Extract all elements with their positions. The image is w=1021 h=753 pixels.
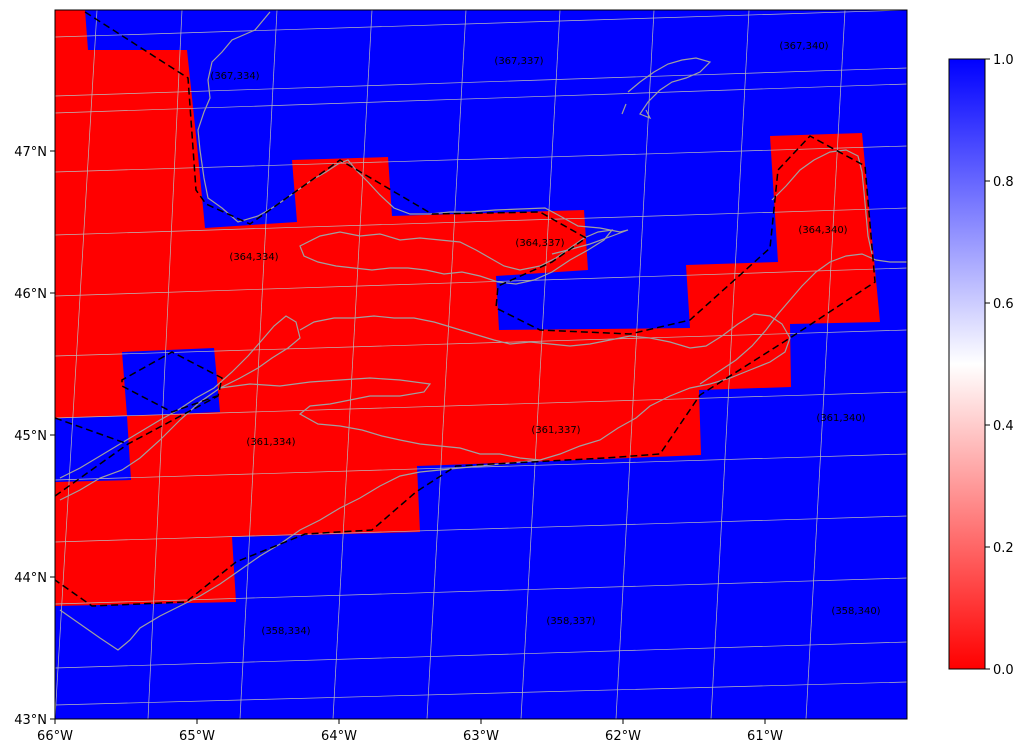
- y-tick-label: 47°N: [14, 145, 47, 160]
- tile-label-358-334: (358,334): [261, 626, 310, 637]
- colorbar-tick-label: 1.0: [993, 53, 1014, 68]
- x-tick-label: 61°W: [747, 729, 783, 744]
- y-tick-label: 43°N: [14, 713, 47, 728]
- tile-label-364-340: (364,340): [798, 225, 847, 236]
- coastline-nova-scotia-north: [219, 313, 791, 461]
- colorbar: 0.0 0.2 0.4 0.6 0.8 1.0: [948, 53, 1014, 678]
- colorbar-tick-label: 0.4: [993, 419, 1014, 434]
- x-tick-label: 63°W: [463, 729, 499, 744]
- tile-label-364-334: (364,334): [229, 252, 278, 263]
- x-tick-label: 66°W: [37, 729, 73, 744]
- x-tick-label: 64°W: [321, 729, 357, 744]
- coastline-new-brunswick: [197, 11, 629, 255]
- tile-label-364-337: (364,337): [515, 238, 564, 249]
- mask-hole-west: [122, 348, 220, 416]
- x-tick-label: 62°W: [605, 729, 641, 744]
- graticule: [55, 10, 907, 719]
- x-tick-label: 65°W: [179, 729, 215, 744]
- tile-label-361-340: (361,340): [816, 413, 865, 424]
- tile-label-361-337: (361,337): [531, 425, 580, 436]
- coastline-cape-breton: [699, 149, 907, 385]
- colorbar-tick-label: 0.6: [993, 297, 1014, 312]
- mask-cell-nw-strip: [55, 10, 880, 606]
- tile-boundary-2: [55, 351, 223, 497]
- y-tick-label: 45°N: [14, 429, 47, 444]
- tile-label-358-340: (358,340): [831, 606, 880, 617]
- colorbar-tick-label: 0.2: [993, 541, 1014, 556]
- y-tick-label: 46°N: [14, 287, 47, 302]
- tile-label-367-340: (367,340): [779, 41, 828, 52]
- coastline-bay-fundy: [59, 315, 301, 501]
- tile-label-361-334: (361,334): [246, 437, 295, 448]
- colorbar-tick-label: 0.8: [993, 175, 1014, 190]
- coastline-magdalen: [621, 57, 712, 120]
- x-axis: 66°W 65°W 64°W 63°W 62°W 61°W: [37, 719, 783, 744]
- tile-label-367-334: (367,334): [210, 71, 259, 82]
- coastline-nova-scotia-south: [59, 459, 541, 651]
- tile-label-358-337: (358,337): [546, 616, 595, 627]
- mask-hole-edge: [55, 416, 131, 482]
- y-axis: 43°N 44°N 45°N 46°N 47°N: [14, 145, 55, 728]
- y-tick-label: 44°N: [14, 571, 47, 586]
- colorbar-tick-label: 0.0: [993, 663, 1014, 678]
- tile-boundaries: [55, 11, 876, 607]
- coastlines: [59, 11, 907, 651]
- tile-labels: (367,334) (367,337) (367,340) (364,334) …: [210, 41, 880, 637]
- colorbar-gradient: [948, 58, 986, 670]
- coastline-pei: [299, 229, 614, 285]
- tile-label-367-337: (367,337): [494, 56, 543, 67]
- map-panel: (367,334) (367,337) (367,340) (364,334) …: [55, 10, 907, 719]
- mask-cells: [55, 10, 880, 606]
- tile-boundary-1: [55, 11, 876, 607]
